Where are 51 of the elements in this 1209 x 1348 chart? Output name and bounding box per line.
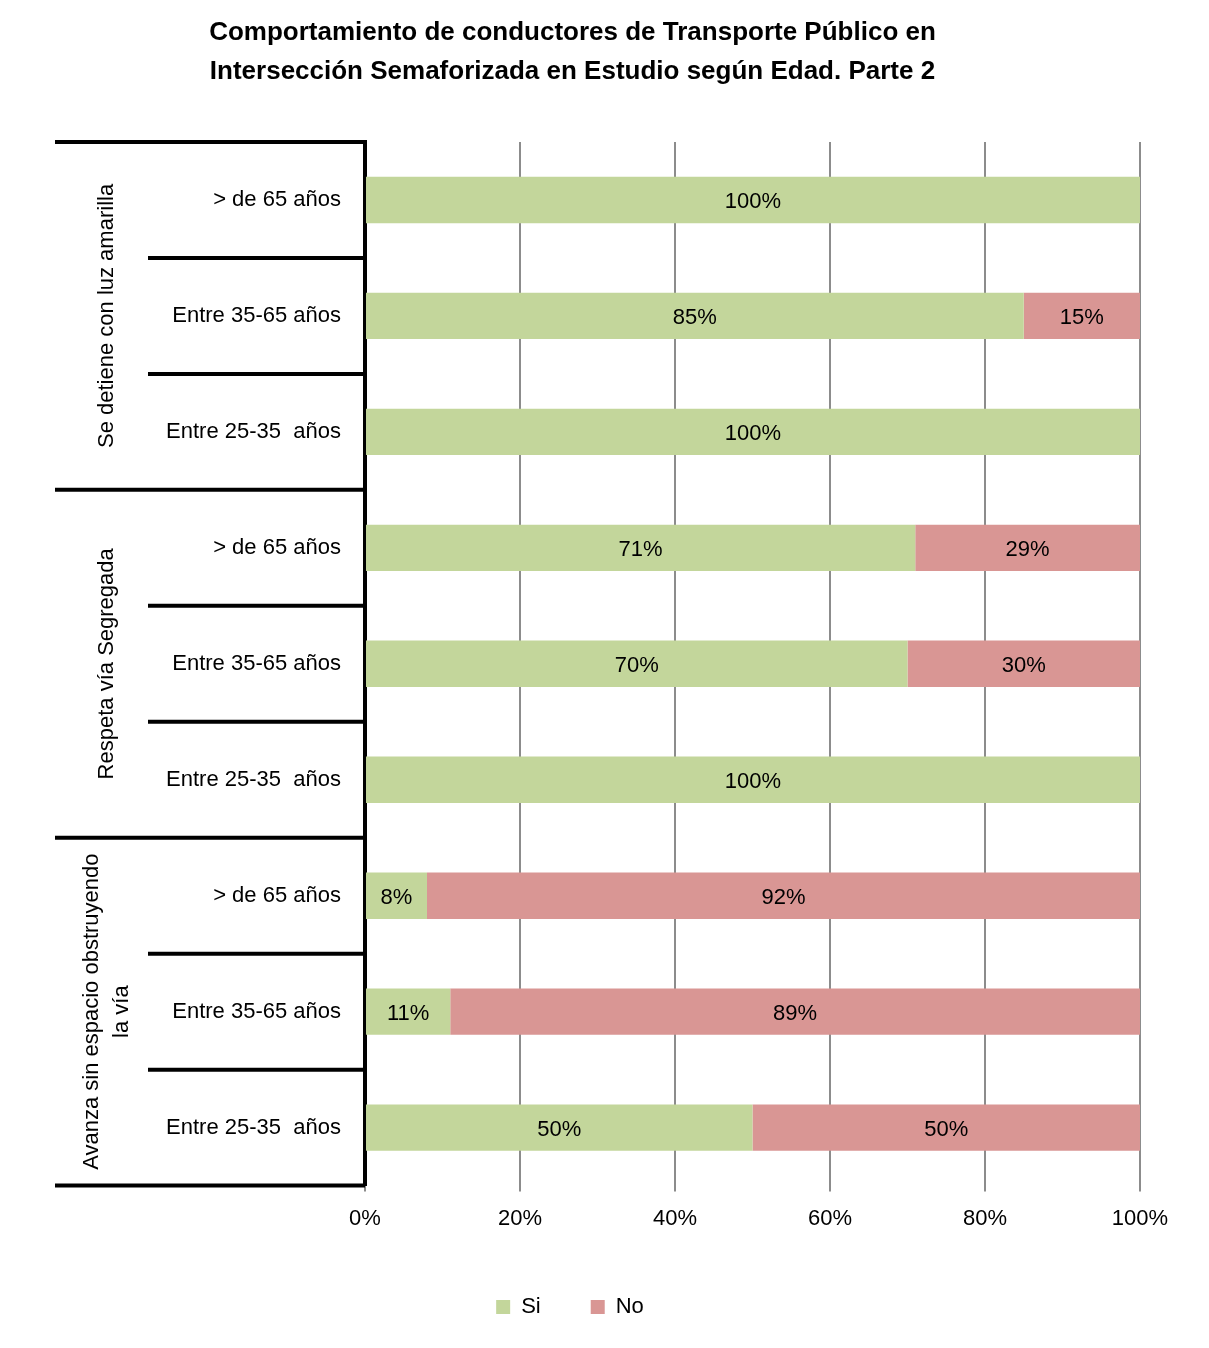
x-tick-label: 80% — [962, 1204, 1008, 1230]
bar — [366, 176, 1140, 224]
x-tick-label: 40% — [652, 1204, 698, 1230]
bar — [915, 524, 1140, 572]
x-tick-label: 100% — [1111, 1204, 1169, 1230]
data-label: 15% — [1059, 304, 1104, 329]
x-tick-label: 60% — [807, 1204, 853, 1230]
bar — [907, 640, 1140, 687]
legend-label: No — [615, 1293, 644, 1319]
data-label: 89% — [773, 999, 818, 1025]
text: Se detiene con luz amarilla — [93, 183, 119, 449]
bar — [366, 756, 1140, 803]
text: Avanza sin espacio obstruyendo la vía — [78, 853, 134, 1170]
y-tick-label: > de 65 años — [213, 186, 341, 212]
bar — [366, 640, 908, 687]
data-label: 85% — [672, 304, 717, 329]
bar — [1023, 292, 1140, 340]
x-tick-label: 0% — [349, 1204, 381, 1230]
bar — [366, 292, 1024, 340]
data-label: 50% — [537, 1115, 582, 1141]
data-label: 70% — [614, 651, 659, 677]
y-tick-label: Entre 25-35 años — [166, 765, 341, 791]
y-tick-label: Entre 25-35 años — [166, 1113, 341, 1139]
chart-title: Comportamiento de conductores de Transporte Público en Intersección Semaforizada en Estudio según Edad. Parte 2 — [208, 15, 937, 87]
data-label: 50% — [924, 1115, 969, 1141]
bar — [752, 1104, 1140, 1151]
data-label: 11% — [386, 999, 430, 1025]
bar — [366, 988, 451, 1035]
bar — [366, 408, 1140, 456]
bar — [366, 524, 916, 572]
bar — [366, 1104, 753, 1151]
bar — [427, 872, 1140, 919]
legend-label: Si — [521, 1293, 541, 1319]
y-tick-label: Entre 35-65 años — [172, 997, 341, 1023]
bar — [450, 988, 1140, 1035]
y-tick-label: Entre 35-65 años — [172, 649, 341, 675]
y-tick-label: Entre 35-65 años — [172, 302, 341, 327]
x-tick-label: 20% — [497, 1204, 543, 1230]
data-label: 100% — [724, 767, 782, 793]
data-label: 29% — [1005, 535, 1050, 561]
data-label: 92% — [761, 883, 806, 909]
bar — [366, 872, 427, 919]
y-tick-label: > de 65 años — [213, 881, 341, 907]
data-label: 100% — [724, 188, 782, 214]
data-label: 8% — [380, 883, 413, 909]
y-tick-label: > de 65 años — [213, 533, 341, 559]
data-label: 30% — [1001, 651, 1046, 677]
data-label: 71% — [618, 535, 663, 561]
text: Respeta vía Segregada — [93, 547, 119, 780]
y-tick-label: Entre 25-35 años — [166, 417, 341, 443]
data-label: 100% — [724, 419, 782, 445]
